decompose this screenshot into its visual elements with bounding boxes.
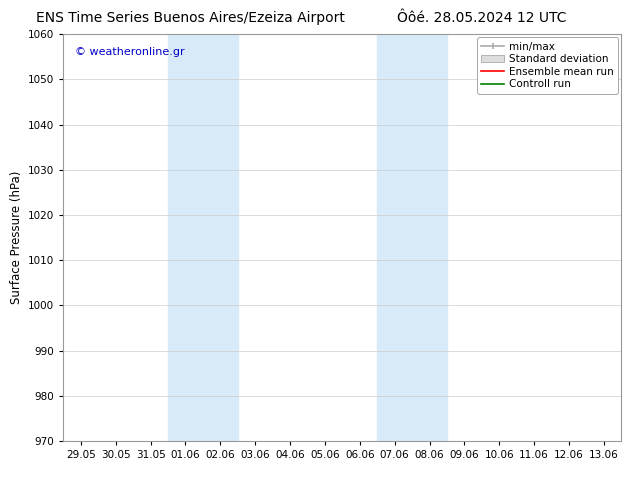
Text: Ôôé. 28.05.2024 12 UTC: Ôôé. 28.05.2024 12 UTC (397, 11, 567, 25)
Legend: min/max, Standard deviation, Ensemble mean run, Controll run: min/max, Standard deviation, Ensemble me… (477, 37, 618, 94)
Text: © weatheronline.gr: © weatheronline.gr (75, 47, 184, 56)
Text: ENS Time Series Buenos Aires/Ezeiza Airport: ENS Time Series Buenos Aires/Ezeiza Airp… (36, 11, 345, 25)
Y-axis label: Surface Pressure (hPa): Surface Pressure (hPa) (10, 171, 23, 304)
Bar (168, 34, 238, 441)
Bar (377, 34, 447, 441)
